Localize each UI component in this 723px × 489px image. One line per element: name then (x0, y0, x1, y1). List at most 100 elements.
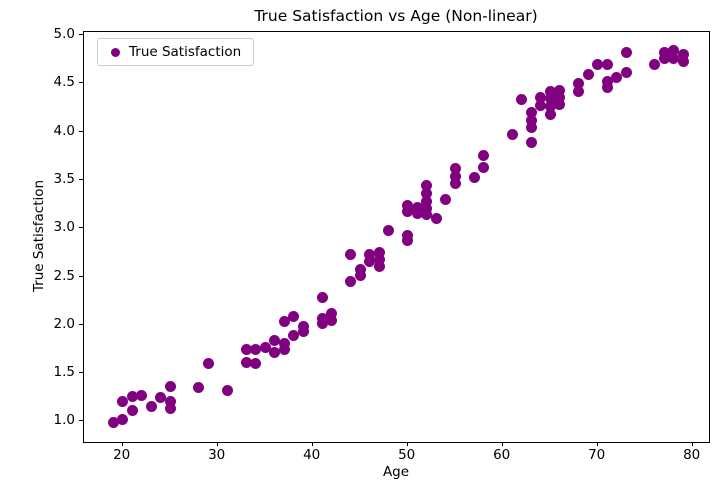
data-point (525, 122, 537, 134)
data-point (421, 195, 433, 207)
data-point (573, 77, 585, 89)
data-point (250, 357, 262, 369)
data-point (421, 209, 433, 221)
data-point (278, 343, 290, 355)
data-point (145, 401, 157, 413)
data-point (269, 334, 281, 346)
data-point (525, 114, 537, 126)
x-tick-label: 60 (493, 447, 511, 463)
data-point (449, 162, 461, 174)
data-point (269, 347, 281, 359)
y-tick-label: 4.5 (53, 74, 75, 91)
data-point (288, 329, 300, 341)
data-point (677, 55, 689, 67)
y-tick-mark (79, 227, 83, 229)
plot-area: True Satisfaction (83, 31, 710, 443)
data-point (250, 344, 262, 356)
x-tick-mark (406, 442, 408, 446)
data-point (544, 101, 556, 113)
data-point (525, 106, 537, 118)
data-point (164, 403, 176, 415)
y-tick-mark (79, 34, 83, 36)
x-tick-label: 40 (303, 447, 321, 463)
data-point (620, 47, 632, 59)
y-tick-label: 3.0 (53, 219, 75, 236)
x-tick-label: 30 (208, 447, 226, 463)
data-point (345, 248, 357, 260)
y-tick-label: 3.5 (53, 171, 75, 188)
data-point (658, 47, 670, 59)
data-point (373, 261, 385, 273)
data-point (126, 390, 138, 402)
data-point (164, 381, 176, 393)
data-point (544, 93, 556, 105)
data-point (193, 382, 205, 394)
data-point (221, 385, 233, 397)
data-point (535, 100, 547, 112)
chart-title: True Satisfaction vs Age (Non-linear) (254, 7, 538, 25)
data-point (326, 314, 338, 326)
data-point (155, 391, 167, 403)
data-point (440, 193, 452, 205)
y-axis-label: True Satisfaction (31, 179, 47, 293)
data-point (554, 99, 566, 111)
data-point (668, 52, 680, 64)
data-point (402, 235, 414, 247)
data-point (364, 255, 376, 267)
data-point (601, 81, 613, 93)
data-point (535, 92, 547, 104)
data-point (117, 414, 129, 425)
y-tick-label: 1.5 (53, 364, 75, 381)
data-point (164, 395, 176, 407)
data-point (364, 248, 376, 260)
data-point (554, 92, 566, 104)
data-point (326, 307, 338, 319)
data-point (402, 229, 414, 241)
data-point (278, 315, 290, 327)
data-point (316, 292, 328, 304)
data-point (668, 45, 680, 57)
data-point (117, 395, 129, 407)
data-point (383, 224, 395, 236)
data-point (582, 69, 594, 81)
data-point (421, 180, 433, 192)
data-point (126, 405, 138, 417)
legend-label: True Satisfaction (129, 44, 242, 60)
data-point (345, 275, 357, 287)
data-point (573, 85, 585, 97)
data-point (658, 52, 670, 64)
data-point (430, 213, 442, 225)
data-point (373, 246, 385, 258)
data-point (373, 253, 385, 265)
data-point (525, 136, 537, 148)
data-point (297, 326, 309, 338)
data-point (278, 337, 290, 349)
data-point (240, 343, 252, 355)
data-point (402, 199, 414, 211)
data-point (421, 202, 433, 214)
data-point (478, 161, 490, 173)
x-tick-mark (596, 442, 598, 446)
data-point (402, 206, 414, 218)
data-point (649, 58, 661, 70)
data-point (516, 94, 528, 106)
y-tick-label: 2.5 (53, 267, 75, 284)
data-point (677, 48, 689, 60)
x-tick-label: 20 (113, 447, 131, 463)
y-tick-label: 2.0 (53, 315, 75, 332)
data-point (601, 76, 613, 88)
legend-marker-icon (111, 47, 120, 57)
data-point (316, 318, 328, 330)
legend: True Satisfaction (97, 38, 255, 66)
data-point (592, 58, 604, 70)
y-tick-mark (79, 372, 83, 374)
y-tick-mark (79, 130, 83, 132)
x-tick-label: 50 (398, 447, 416, 463)
data-point (478, 150, 490, 162)
data-point (288, 310, 300, 322)
data-point (544, 108, 556, 120)
data-point (506, 129, 518, 141)
y-tick-mark (79, 420, 83, 422)
y-tick-mark (79, 323, 83, 325)
